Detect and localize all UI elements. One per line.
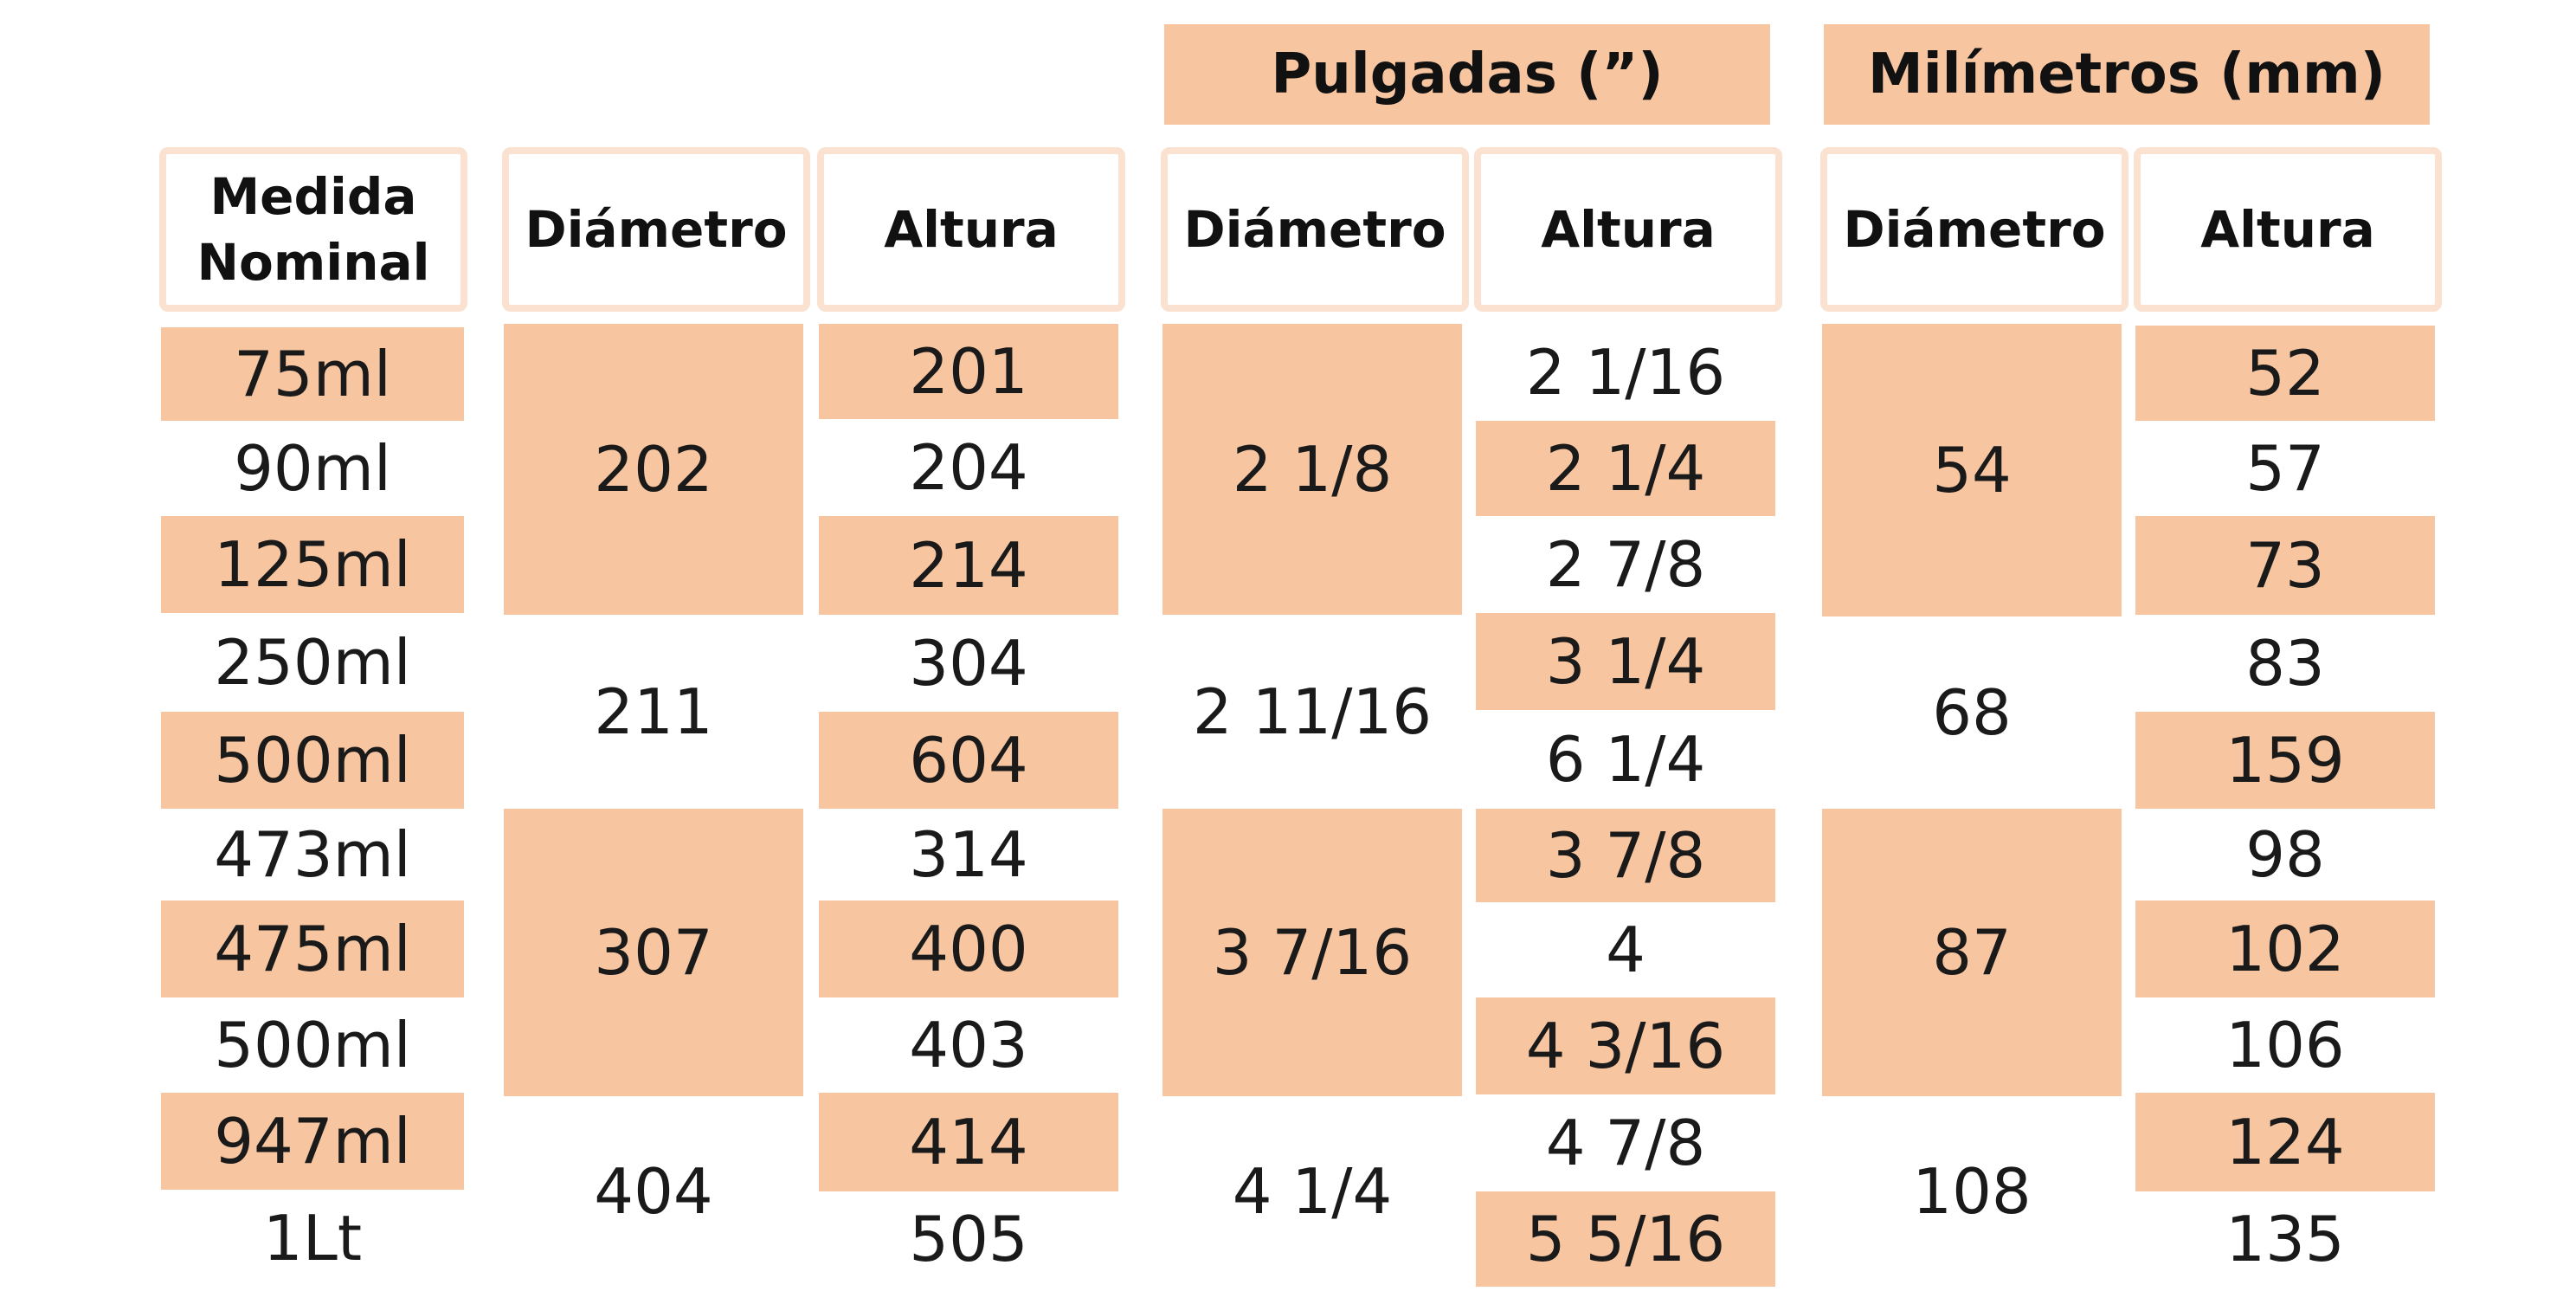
height-code-cell: 604 (819, 712, 1118, 809)
nominal-cell: 125ml (161, 516, 464, 613)
diameter-code-cell: 307 (504, 809, 803, 1096)
height-code-cell: 204 (909, 431, 1028, 504)
diameter-code-cell: 211 (594, 675, 713, 748)
nominal-cell: 475ml (161, 901, 464, 997)
height-mm-cell: 124 (2135, 1093, 2435, 1191)
diameter-mm-cell: 108 (1912, 1155, 2032, 1228)
height-inches-header: Altura (1474, 147, 1782, 312)
height-inches-cell: 2 1/16 (1525, 336, 1726, 409)
millimeters-group-header: Milímetros (mm) (1824, 24, 2430, 125)
height-mm-cell: 135 (2225, 1203, 2345, 1275)
nominal-cell: 90ml (234, 432, 391, 505)
nominal-cell: 473ml (214, 818, 411, 891)
height-code-header: Altura (817, 147, 1125, 312)
nominal-cell: 500ml (214, 1009, 411, 1081)
height-inches-cell: 4 3/16 (1476, 997, 1775, 1094)
diameter-inches-cell: 2 1/8 (1162, 324, 1462, 615)
height-code-cell: 505 (909, 1203, 1028, 1275)
height-inches-cell: 6 1/4 (1545, 723, 1706, 796)
nominal-cell: 500ml (161, 712, 464, 809)
height-inches-cell: 4 7/8 (1545, 1107, 1706, 1179)
height-inches-cell: 2 1/4 (1476, 421, 1775, 516)
diameter-code-cell: 202 (504, 324, 803, 615)
diameter-mm-cell: 54 (1822, 324, 2122, 616)
height-mm-cell: 102 (2135, 901, 2435, 997)
diameter-inches-cell: 3 7/16 (1162, 809, 1462, 1096)
height-inches-cell: 3 7/8 (1476, 809, 1775, 902)
nominal-size-header: Medida Nominal (159, 147, 467, 312)
diameter-code-cell: 404 (594, 1155, 713, 1228)
diameter-inches-header: Diámetro (1161, 147, 1469, 312)
diameter-inches-cell: 4 1/4 (1232, 1155, 1393, 1228)
height-mm-cell: 57 (2245, 432, 2325, 505)
height-inches-cell: 4 (1606, 913, 1645, 986)
height-code-cell: 314 (909, 818, 1028, 891)
diameter-code-header: Diámetro (502, 147, 810, 312)
height-code-cell: 403 (909, 1009, 1028, 1081)
height-mm-cell: 106 (2225, 1009, 2345, 1081)
height-inches-cell: 2 7/8 (1545, 528, 1706, 601)
diameter-mm-cell: 68 (1932, 676, 2012, 749)
height-mm-cell: 73 (2135, 516, 2435, 615)
height-mm-cell: 159 (2135, 712, 2435, 809)
diameter-inches-cell: 2 11/16 (1192, 675, 1433, 748)
nominal-cell: 1Lt (262, 1202, 363, 1275)
diameter-mm-cell: 87 (1822, 809, 2122, 1096)
height-mm-cell: 98 (2245, 818, 2325, 891)
inches-group-header: Pulgadas (”) (1164, 24, 1770, 125)
height-mm-cell: 52 (2135, 326, 2435, 421)
diameter-mm-header: Diámetro (1820, 147, 2128, 312)
height-code-cell: 414 (819, 1093, 1118, 1191)
nominal-cell: 947ml (161, 1093, 464, 1190)
height-code-cell: 201 (819, 324, 1118, 419)
height-code-cell: 400 (819, 901, 1118, 997)
height-inches-cell: 3 1/4 (1476, 613, 1775, 710)
height-code-cell: 214 (819, 516, 1118, 615)
nominal-cell: 250ml (214, 626, 411, 699)
height-mm-header: Altura (2134, 147, 2442, 312)
height-mm-cell: 83 (2245, 627, 2325, 700)
nominal-cell: 75ml (161, 327, 464, 421)
height-code-cell: 304 (909, 627, 1028, 700)
height-inches-cell: 5 5/16 (1476, 1191, 1775, 1287)
